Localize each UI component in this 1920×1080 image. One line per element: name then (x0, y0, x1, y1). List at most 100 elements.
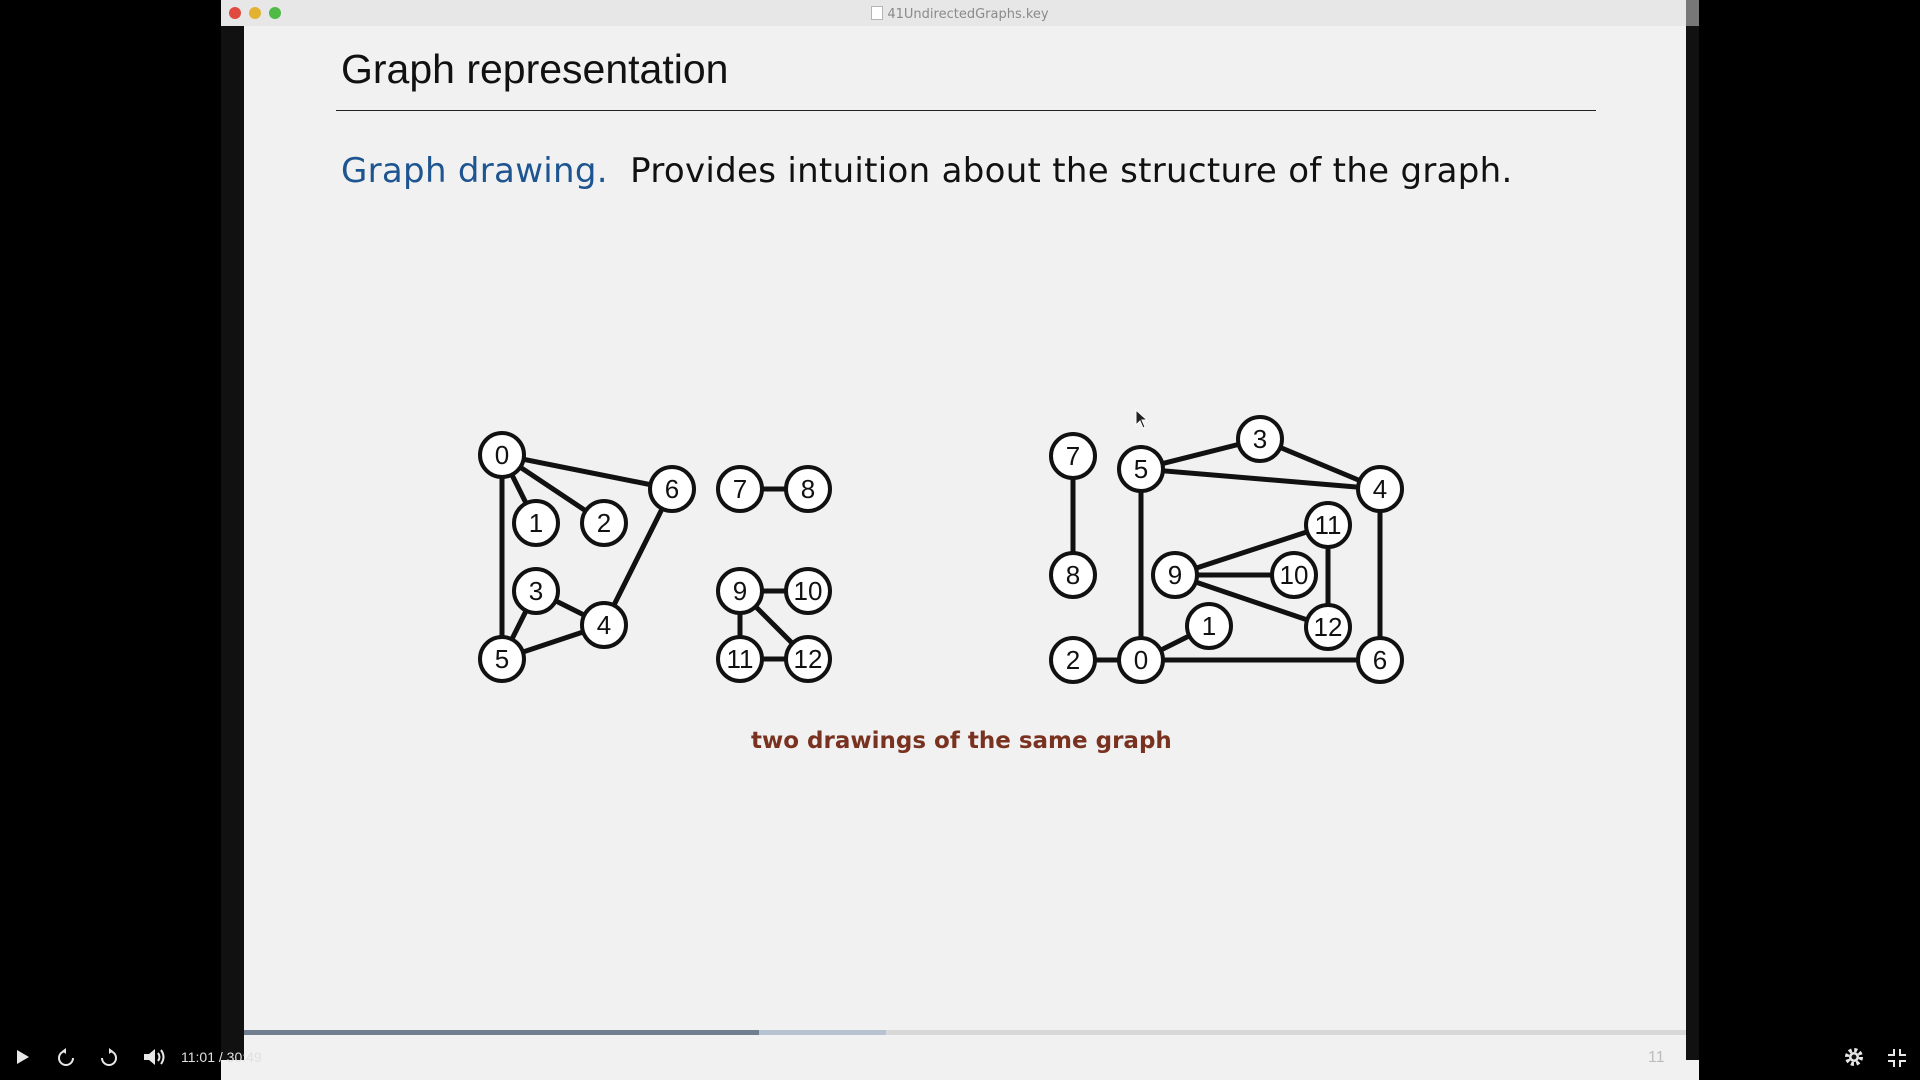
graph-vertex-9: 9 (1151, 551, 1199, 599)
graph-vertex-0: 0 (1117, 636, 1165, 684)
vertex-label: 6 (665, 474, 679, 504)
graph-vertex-5: 5 (478, 635, 526, 683)
vertex-circle (1270, 551, 1318, 599)
close-window-button[interactable] (229, 7, 241, 19)
vertex-label: 10 (794, 576, 823, 606)
vertex-label: 4 (597, 610, 611, 640)
vertex-circle (1049, 636, 1097, 684)
vertex-label: 1 (529, 508, 543, 538)
window-title-text: 41UndirectedGraphs.key (887, 7, 1049, 22)
vertex-circle (1151, 551, 1199, 599)
vertex-label: 6 (1373, 645, 1387, 675)
vertex-circle (648, 465, 696, 513)
vertex-label: 0 (1134, 645, 1148, 675)
progress-track[interactable] (244, 1030, 1686, 1035)
graph-vertex-1: 1 (512, 499, 560, 547)
graph-vertex-10: 10 (1270, 551, 1318, 599)
body-text: Provides intuition about the structure o… (630, 151, 1513, 191)
vertex-label: 7 (1066, 441, 1080, 471)
right-border (1686, 26, 1699, 1060)
vertex-circle (1304, 501, 1352, 549)
play-icon[interactable] (12, 1047, 32, 1067)
graph-vertex-7: 7 (1049, 432, 1097, 480)
vertex-label: 10 (1280, 560, 1309, 590)
window-title: 41UndirectedGraphs.key (221, 6, 1699, 22)
vertex-label: 3 (1253, 424, 1267, 454)
graph-vertex-4: 4 (580, 601, 628, 649)
vertex-circle (1236, 415, 1284, 463)
slide-title: Graph representation (341, 46, 729, 92)
vertex-label: 1 (1202, 611, 1216, 641)
graph-vertex-11: 11 (716, 635, 764, 683)
mouse-cursor-icon (1135, 409, 1149, 429)
graph-vertex-2: 2 (1049, 636, 1097, 684)
vertex-label: 11 (1315, 510, 1342, 540)
vertex-label: 2 (597, 508, 611, 538)
vertex-circle (580, 499, 628, 547)
vertex-circle (1356, 636, 1404, 684)
settings-icon[interactable] (1842, 1045, 1866, 1069)
graph-vertex-11: 11 (1304, 501, 1352, 549)
vertex-label: 5 (1134, 454, 1148, 484)
graph-vertex-4: 4 (1356, 465, 1404, 513)
graph-vertex-6: 6 (648, 465, 696, 513)
forward-icon[interactable] (98, 1047, 120, 1069)
zoom-window-button[interactable] (269, 7, 281, 19)
graph-edge-9-11 (1174, 522, 1329, 578)
vertex-circle (1117, 636, 1165, 684)
graph-vertex-12: 12 (784, 635, 832, 683)
volume-icon[interactable] (141, 1045, 167, 1069)
vertex-label: 8 (1066, 560, 1080, 590)
minimize-window-button[interactable] (249, 7, 261, 19)
graph-vertex-3: 3 (512, 567, 560, 615)
graph-edge-4-5 (1140, 466, 1381, 492)
graph-vertex-0: 0 (478, 431, 526, 479)
vertex-label: 3 (529, 576, 543, 606)
title-divider (336, 110, 1596, 111)
vertex-circle (716, 465, 764, 513)
rewind-icon[interactable] (55, 1047, 77, 1069)
graph-edge-9-12 (1174, 572, 1329, 630)
vertex-circle (512, 567, 560, 615)
left-border (221, 26, 244, 1060)
graph-vertex-2: 2 (580, 499, 628, 547)
vertex-circle (716, 635, 764, 683)
vertex-circle (1304, 603, 1352, 651)
graph-vertex-5: 5 (1117, 445, 1165, 493)
graph-vertex-6: 6 (1356, 636, 1404, 684)
vertex-circle (716, 567, 764, 615)
graph-caption: two drawings of the same graph (751, 728, 1172, 754)
graph-vertex-3: 3 (1236, 415, 1284, 463)
body-lead: Graph drawing. (341, 151, 608, 191)
vertex-circle (1049, 551, 1097, 599)
graph-vertex-9: 9 (716, 567, 764, 615)
vertex-label: 7 (733, 474, 747, 504)
vertex-label: 11 (727, 644, 754, 674)
slide-body-text: Graph drawing. Provides intuition about … (341, 151, 1513, 191)
vertex-label: 5 (495, 644, 509, 674)
graph-vertex-8: 8 (1049, 551, 1097, 599)
vertex-circle (478, 431, 526, 479)
vertex-label: 9 (1168, 560, 1182, 590)
vertex-circle (478, 635, 526, 683)
vertex-circle (580, 601, 628, 649)
progress-played[interactable] (244, 1030, 759, 1035)
graph-vertex-8: 8 (784, 465, 832, 513)
vertex-circle (1185, 602, 1233, 650)
vertex-label: 4 (1373, 474, 1387, 504)
graph-edge-4-6 (601, 487, 675, 627)
vertex-circle (784, 465, 832, 513)
graph-vertex-12: 12 (1304, 603, 1352, 651)
exit-fullscreen-icon[interactable] (1886, 1047, 1908, 1069)
vertex-label: 8 (801, 474, 815, 504)
graph-vertex-7: 7 (716, 465, 764, 513)
vertex-label: 12 (1314, 612, 1343, 642)
vertex-label: 9 (733, 576, 747, 606)
slide-number: 11 (1648, 1049, 1665, 1066)
vertex-circle (1356, 465, 1404, 513)
vertex-circle (784, 635, 832, 683)
slide: Graph representation Graph drawing. Prov… (244, 26, 1686, 1060)
